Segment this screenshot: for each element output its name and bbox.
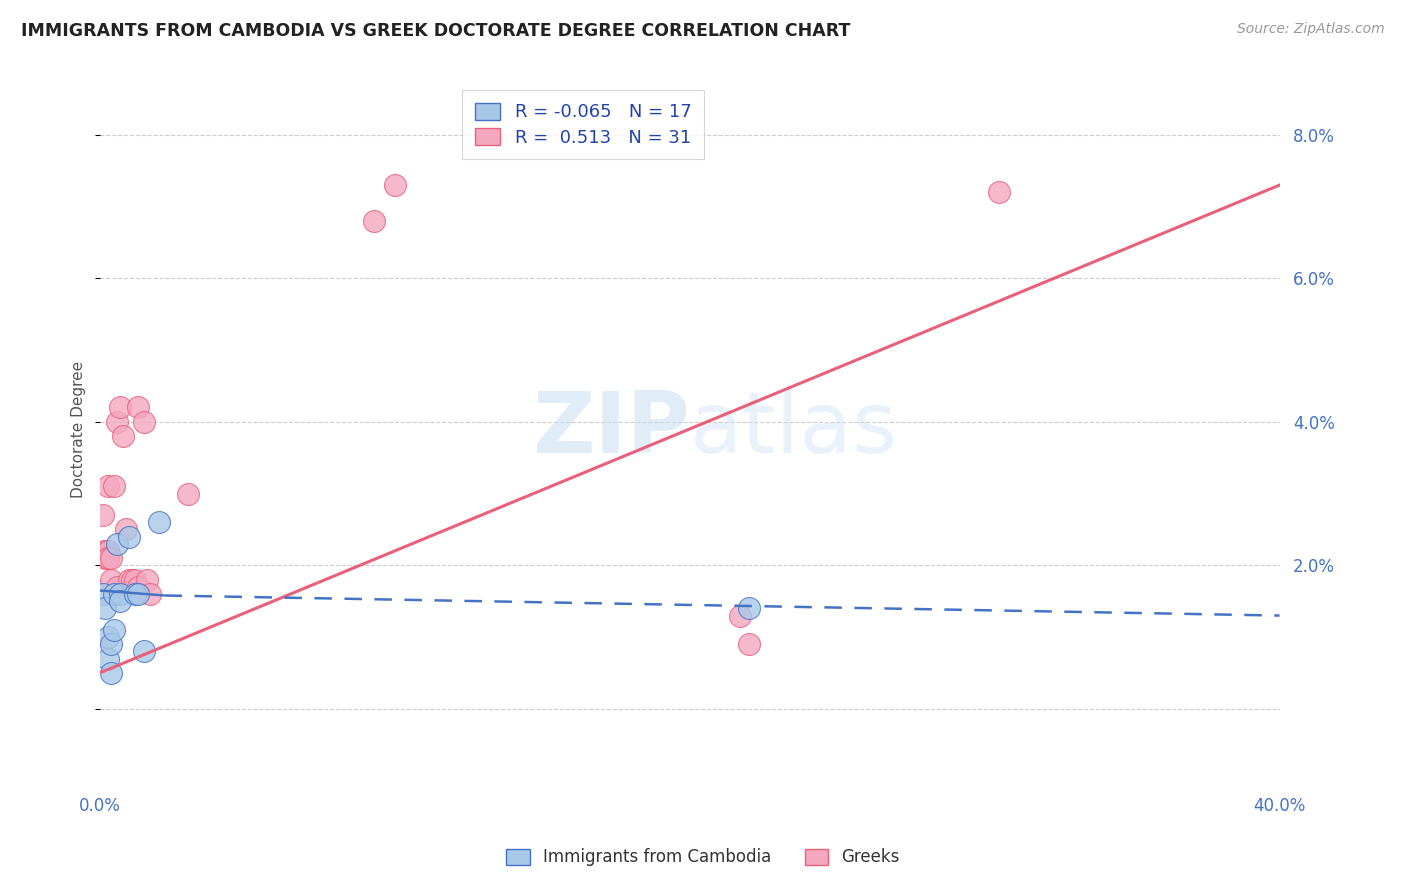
Point	[100, 551, 122, 566]
Point	[363, 214, 385, 228]
Point	[91, 587, 114, 601]
Point	[737, 637, 759, 651]
Point	[124, 573, 146, 587]
Point	[110, 587, 132, 601]
Point	[115, 523, 138, 537]
Point	[105, 415, 128, 429]
Point	[124, 587, 146, 601]
Point	[100, 665, 122, 680]
Text: Source: ZipAtlas.com: Source: ZipAtlas.com	[1237, 22, 1385, 37]
Point	[177, 486, 200, 500]
Point	[97, 630, 120, 644]
Text: atlas: atlas	[689, 387, 897, 470]
Point	[384, 178, 406, 192]
Point	[97, 544, 120, 558]
Point	[110, 401, 132, 415]
Point	[737, 601, 759, 615]
Text: IMMIGRANTS FROM CAMBODIA VS GREEK DOCTORATE DEGREE CORRELATION CHART: IMMIGRANTS FROM CAMBODIA VS GREEK DOCTOR…	[21, 22, 851, 40]
Point	[103, 587, 125, 601]
Text: ZIP: ZIP	[531, 387, 689, 470]
Point	[97, 551, 120, 566]
Y-axis label: Doctorate Degree: Doctorate Degree	[72, 360, 86, 498]
Point	[148, 516, 170, 530]
Point	[127, 580, 149, 594]
Point	[988, 186, 1011, 200]
Point	[121, 573, 143, 587]
Point	[100, 637, 122, 651]
Point	[118, 573, 141, 587]
Point	[97, 544, 120, 558]
Point	[103, 479, 125, 493]
Point	[105, 580, 128, 594]
Point	[94, 544, 117, 558]
Point	[132, 644, 155, 658]
Point	[110, 594, 132, 608]
Point	[127, 401, 149, 415]
Point	[94, 551, 117, 566]
Point	[112, 429, 135, 443]
Point	[97, 651, 120, 665]
Point	[100, 573, 122, 587]
Point	[105, 537, 128, 551]
Point	[97, 551, 120, 566]
Point	[94, 601, 117, 615]
Point	[132, 415, 155, 429]
Legend: Immigrants from Cambodia, Greeks: Immigrants from Cambodia, Greeks	[499, 842, 907, 873]
Point	[103, 623, 125, 637]
Point	[118, 530, 141, 544]
Point	[94, 544, 117, 558]
Point	[728, 608, 751, 623]
Point	[97, 479, 120, 493]
Point	[127, 587, 149, 601]
Point	[135, 573, 157, 587]
Legend: R = -0.065   N = 17, R =  0.513   N = 31: R = -0.065 N = 17, R = 0.513 N = 31	[463, 90, 704, 159]
Point	[91, 508, 114, 522]
Point	[138, 587, 160, 601]
